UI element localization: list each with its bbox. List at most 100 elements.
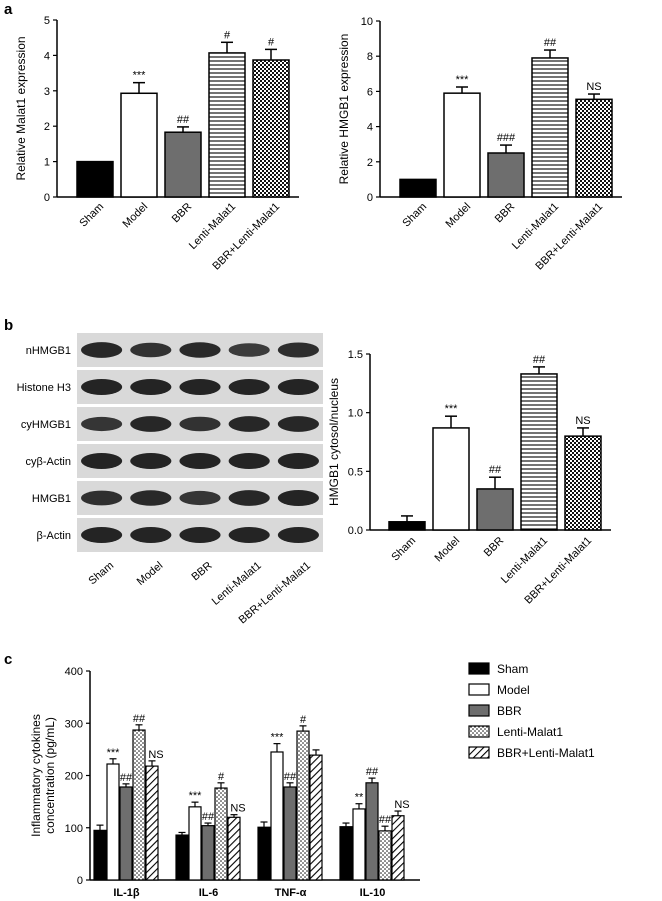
y-tick-label: 400 <box>65 666 83 678</box>
blot-band <box>179 527 221 543</box>
bar-tnf-alpha-sham <box>257 826 271 881</box>
legend-label-bbr-lenti-malat1: BBR+Lenti-Malat1 <box>497 746 595 760</box>
y-tick-label: 10 <box>361 16 373 28</box>
significance-label: ## <box>120 772 133 784</box>
blot-band <box>130 379 172 395</box>
y-tick-label: 4 <box>367 122 373 134</box>
significance-label: NS <box>148 749 163 761</box>
legend-label-bbr: BBR <box>497 704 522 718</box>
bar-sham <box>399 178 437 198</box>
significance-label: ## <box>366 766 379 778</box>
bar-il-6-sham <box>175 834 189 881</box>
blot-band <box>228 453 270 469</box>
bar-il-10-sham <box>339 826 353 881</box>
bar-il-6-model <box>188 806 202 881</box>
significance-label: *** <box>456 74 470 86</box>
significance-label: *** <box>133 70 147 82</box>
significance-label: ## <box>202 811 215 823</box>
y-tick-label: 100 <box>65 823 83 835</box>
blot-band <box>277 453 319 469</box>
blot-row-label: cyHMGB1 <box>21 419 71 431</box>
blot-band <box>179 453 221 469</box>
y-axis-label: Inflammatory cytokinesconcentration (pg/… <box>29 714 57 837</box>
blot-band <box>179 490 221 506</box>
bar-bbr <box>487 152 525 198</box>
y-axis-label: Relative Malat1 expression <box>14 36 28 180</box>
panel-letter-c: c <box>4 651 12 668</box>
significance-label: ## <box>489 464 502 476</box>
y-tick-label: 0.5 <box>348 466 363 478</box>
blot-lane-label: Model <box>135 560 166 588</box>
bar-bbr-lenti-malat1 <box>575 98 613 198</box>
bar-model <box>120 92 158 198</box>
significance-label: ## <box>284 771 297 783</box>
bar-il-10-model <box>352 808 366 881</box>
blot-band <box>81 342 123 358</box>
significance-label: ## <box>544 37 557 49</box>
western-blot-image: nHMGB1 Histone H3 cyHMGB1 cyβ-Actin HMGB1 β-A… <box>17 333 323 626</box>
blot-band <box>179 342 221 358</box>
legend-swatch-sham <box>468 662 490 675</box>
significance-label: # <box>300 714 307 726</box>
blot-band <box>81 527 123 543</box>
x-tick-label: BBR <box>493 201 518 226</box>
significance-label: ## <box>133 713 146 725</box>
bar-il-1beta-bbr <box>119 786 133 881</box>
blot-band <box>81 453 123 469</box>
x-tick-label: Sham <box>400 201 429 230</box>
bar-lenti-malat1 <box>208 52 246 198</box>
bar-tnf-alpha-model <box>270 751 284 881</box>
significance-label: ## <box>533 354 546 366</box>
significance-label: # <box>268 36 275 48</box>
bar-il-1beta-lenti-malat1 <box>132 729 146 881</box>
y-tick-label: 6 <box>367 86 373 98</box>
x-tick-label: Sham <box>77 201 106 230</box>
y-axis-label: Relative HMGB1 expression <box>337 34 351 185</box>
legend-label-model: Model <box>497 683 530 697</box>
y-tick-label: 0 <box>367 192 373 204</box>
blot-band <box>81 416 123 432</box>
y-tick-label: 300 <box>65 718 83 730</box>
bar-il-6-bbr <box>201 825 215 881</box>
blot-band <box>228 343 270 357</box>
x-tick-label: IL-6 <box>199 887 219 899</box>
x-tick-label: IL-10 <box>360 887 386 899</box>
blot-band <box>179 379 221 395</box>
significance-label: ## <box>379 814 392 826</box>
blot-band <box>81 490 123 506</box>
bar-il-6-lenti-malat1 <box>214 787 228 881</box>
y-tick-label: 1.5 <box>348 349 363 361</box>
x-tick-label: IL-1β <box>113 887 140 899</box>
significance-label: *** <box>189 790 203 802</box>
legend-swatch-bbr <box>468 704 490 717</box>
x-tick-label: BBR <box>170 201 195 226</box>
panel-letter-a: a <box>4 1 13 18</box>
y-tick-label: 200 <box>65 771 83 783</box>
bar-tnf-alpha-lenti-malat1 <box>296 730 310 881</box>
blot-band <box>130 416 172 432</box>
bar-il-1beta-sham <box>93 829 107 881</box>
bar-il-10-bbr <box>365 782 379 881</box>
inflammatory-cytokines-chart: 0 100 200 300 400 Inflammatory cytokinesconce… <box>29 662 595 899</box>
legend-swatch-bbr-lenti-malat1 <box>468 746 490 759</box>
legend-swatch-model <box>468 683 490 696</box>
significance-label: ** <box>355 792 364 804</box>
legend-label-lenti-malat1: Lenti-Malat1 <box>497 725 563 739</box>
x-tick-label: Sham <box>389 535 418 564</box>
significance-label: *** <box>107 747 121 759</box>
bar-model <box>432 427 470 531</box>
blot-band <box>277 490 319 506</box>
bar-lenti-malat1 <box>520 373 558 531</box>
hmgb1-expression-chart: 0 2 4 6 8 10 Relative HMGB1 expression Sham *** M… <box>337 16 622 273</box>
malat1-expression-chart: 0 1 2 3 4 5 Relative Malat1 expression Sham *** M… <box>14 15 299 273</box>
bar-sham <box>388 521 426 531</box>
bar-tnf-alpha-bbr-lenti-malat1 <box>309 754 323 881</box>
blot-row-label: nHMGB1 <box>26 345 71 357</box>
legend-label-sham: Sham <box>497 662 528 676</box>
bar-il-6-bbr-lenti-malat1 <box>227 816 241 881</box>
legend-swatch-lenti-malat1 <box>468 725 490 738</box>
blot-row-label: β-Actin <box>37 530 71 542</box>
blot-row-label: Histone H3 <box>17 382 71 394</box>
x-tick-label: Model <box>121 201 151 231</box>
